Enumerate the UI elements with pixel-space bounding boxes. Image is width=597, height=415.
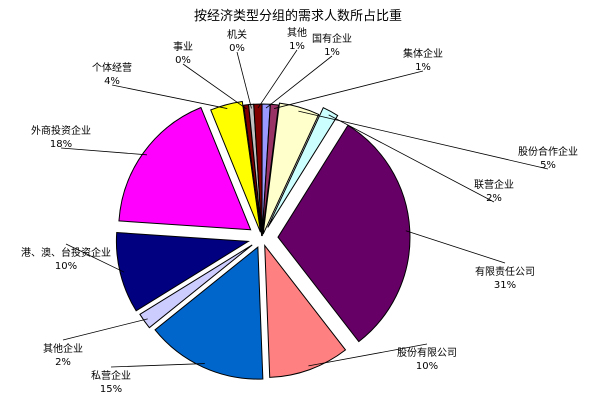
slice-name-label-4: 联营企业 [474, 178, 514, 191]
pie-slice-4 [267, 107, 339, 228]
slice-value-label-1: 1% [324, 47, 340, 58]
pie-slices [115, 100, 411, 380]
leader-line-10 [60, 147, 147, 156]
slice-value-label-7: 15% [100, 384, 122, 395]
slice-name-label-12: 事业 [173, 40, 193, 53]
slice-name-label-11: 个体经营 [92, 61, 132, 74]
slice-name-label-9: 港、澳、台投资企业 [21, 246, 111, 259]
slice-name-label-8: 其他企业 [43, 342, 83, 355]
slice-value-label-8: 2% [55, 357, 71, 368]
slice-value-label-11: 4% [104, 76, 120, 87]
slice-name-label-3: 股份合作企业 [518, 145, 578, 158]
slice-value-label-14: 1% [289, 41, 305, 52]
leader-line-8 [62, 318, 148, 341]
slice-name-label-13: 机关 [227, 28, 247, 41]
pie-slice-3 [262, 102, 320, 235]
chart-title: 按经济类型分组的需求人数所占比重 [194, 8, 402, 24]
leader-line-1 [265, 55, 333, 109]
leader-line-6 [308, 343, 428, 367]
slice-labels: 国有企业 1% 集体企业 1% 股份合作企业 5% 联营企业 2% 有限责任公司 31% 股份有限公… [21, 26, 578, 395]
slice-name-label-1: 国有企业 [312, 32, 352, 45]
slice-value-label-3: 5% [540, 160, 556, 171]
pie-slice-5 [277, 124, 411, 343]
pie-slice-7 [154, 246, 264, 380]
leader-line-4 [328, 114, 495, 203]
slice-name-label-5: 有限责任公司 [475, 265, 535, 278]
leader-line-2 [273, 70, 424, 109]
slice-name-label-2: 集体企业 [403, 47, 443, 60]
slice-value-label-9: 10% [55, 261, 77, 272]
leader-line-7 [110, 363, 205, 368]
leader-line-14 [257, 49, 298, 109]
pie-slice-8 [139, 244, 253, 329]
slice-name-label-14: 其他 [287, 26, 307, 39]
slice-name-label-10: 外商投资企业 [31, 124, 91, 137]
leader-lines [60, 49, 549, 368]
leader-line-13 [236, 51, 252, 109]
pie-slice-9 [115, 231, 251, 312]
slice-name-label-7: 私营企业 [91, 369, 131, 382]
slice-value-label-13: 0% [229, 43, 245, 54]
leader-line-9 [65, 243, 125, 273]
slice-value-label-5: 31% [494, 280, 516, 291]
slice-value-label-4: 2% [486, 193, 502, 204]
slice-name-label-6: 股份有限公司 [397, 346, 457, 359]
pie-slice-14 [253, 103, 263, 237]
slice-value-label-10: 18% [50, 139, 72, 150]
pie-slice-10 [118, 106, 252, 231]
pie-slice-11 [210, 100, 261, 233]
slice-value-label-6: 10% [416, 361, 438, 372]
pie-slice-6 [264, 243, 347, 378]
leader-line-11 [111, 84, 228, 109]
leader-line-5 [405, 230, 506, 264]
leader-line-12 [182, 63, 247, 110]
slice-value-label-12: 0% [175, 55, 191, 66]
slice-value-label-2: 1% [415, 62, 431, 73]
